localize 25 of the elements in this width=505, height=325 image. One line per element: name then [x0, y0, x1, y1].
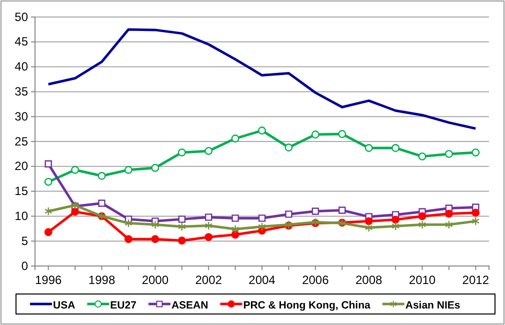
legend-label: Asian NIEs [405, 300, 460, 312]
x-tick-label: 2010 [408, 272, 436, 287]
x-tick-label: 2008 [355, 272, 382, 287]
y-tick-label: 15 [14, 184, 28, 198]
legend-label: EU27 [110, 300, 137, 312]
x-tick-label: 1996 [35, 272, 62, 287]
y-tick-label: 50 [14, 10, 28, 24]
y-tick-label: 45 [14, 34, 28, 49]
x-tick-label: 2000 [142, 272, 169, 287]
legend-label: USA [53, 300, 76, 312]
x-tick-label: 1998 [88, 272, 116, 287]
y-tick-label: 35 [14, 84, 28, 99]
x-tick-label: 2006 [302, 272, 330, 287]
y-tick-label: 10 [14, 209, 28, 224]
y-tick-label: 25 [14, 134, 28, 148]
x-tick-label: 2002 [195, 272, 222, 287]
y-tick-label: 20 [14, 159, 28, 174]
legend-label: PRC & Hong Kong, China [243, 300, 371, 312]
y-tick-label: 0 [21, 258, 28, 273]
y-tick-label: 30 [14, 109, 28, 124]
y-tick-label: 5 [21, 234, 28, 248]
x-tick-label: 2004 [248, 272, 276, 287]
x-tick-label: 2012 [462, 272, 490, 287]
legend-label: ASEAN [171, 300, 208, 312]
y-tick-label: 40 [14, 60, 28, 74]
